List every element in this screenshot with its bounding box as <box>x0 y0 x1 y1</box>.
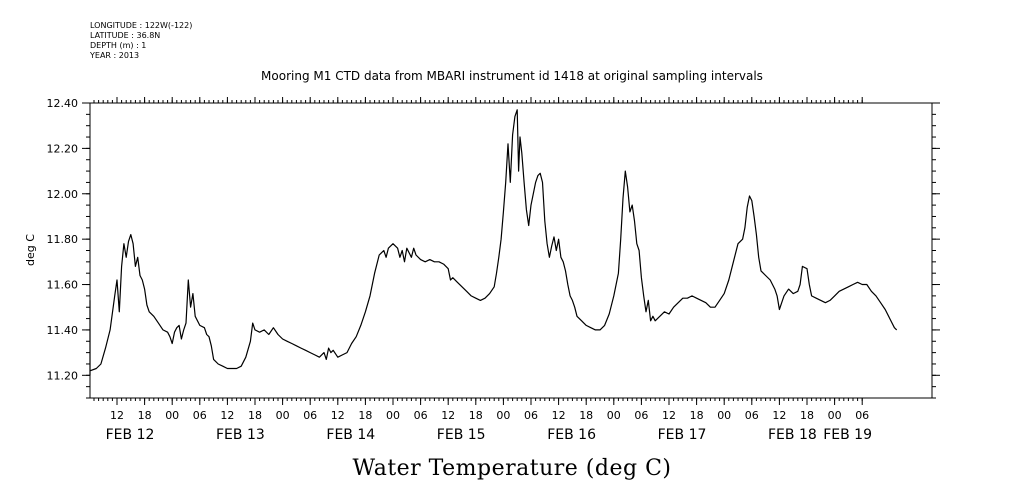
x-tick-label: 00 <box>386 409 400 422</box>
x-tick-label: 18 <box>579 409 593 422</box>
x-tick-label: 12 <box>110 409 124 422</box>
x-tick-label: 06 <box>745 409 759 422</box>
x-tick-label: 18 <box>690 409 704 422</box>
x-tick-label: 12 <box>552 409 566 422</box>
depth-label: DEPTH (m) : 1 <box>90 41 147 50</box>
y-axis-label: deg C <box>24 234 37 266</box>
y-tick-label: 12.00 <box>47 188 79 201</box>
y-tick-label: 11.20 <box>47 369 79 382</box>
x-tick-label: 18 <box>469 409 483 422</box>
x-date-label: FEB 13 <box>216 427 265 443</box>
x-date-label: FEB 12 <box>106 427 155 443</box>
plot-frame <box>89 102 933 399</box>
y-tick-label: 11.80 <box>47 233 79 246</box>
x-tick-label: 12 <box>441 409 455 422</box>
latitude-label: LATITUDE : 36.8N <box>90 31 161 40</box>
x-date-label: FEB 19 <box>823 427 872 443</box>
y-tick-label: 12.20 <box>47 142 79 155</box>
x-tick-label: 06 <box>303 409 317 422</box>
year-label: YEAR : 2013 <box>90 51 140 60</box>
x-date-label: FEB 16 <box>547 427 596 443</box>
temperature-series-line <box>89 109 898 376</box>
x-tick-label: 00 <box>276 409 290 422</box>
x-tick-label: 18 <box>248 409 262 422</box>
x-tick-label: 06 <box>524 409 538 422</box>
x-tick-label: 06 <box>193 409 207 422</box>
y-axis: 11.20 11.40 11.60 11.80 12.00 12.20 12.40 <box>47 97 940 399</box>
x-date-label: FEB 18 <box>768 427 817 443</box>
x-tick-label: 00 <box>496 409 510 422</box>
x-tick-label: 18 <box>800 409 814 422</box>
x-tick-label: 12 <box>331 409 345 422</box>
x-tick-label: 06 <box>414 409 428 422</box>
chart-title: Mooring M1 CTD data from MBARI instrumen… <box>261 69 763 83</box>
x-tick-label: 18 <box>138 409 152 422</box>
x-date-label: FEB 17 <box>658 427 707 443</box>
x-tick-label: 12 <box>772 409 786 422</box>
x-tick-label: 06 <box>634 409 648 422</box>
x-tick-label: 00 <box>717 409 731 422</box>
x-tick-label: 00 <box>828 409 842 422</box>
x-tick-label: 12 <box>220 409 234 422</box>
x-axis-label: Water Temperature (deg C) <box>353 456 672 481</box>
x-tick-label: 18 <box>358 409 372 422</box>
x-tick-label: 00 <box>607 409 621 422</box>
x-tick-label: 00 <box>165 409 179 422</box>
series-layer <box>89 109 898 376</box>
x-date-label: FEB 14 <box>326 427 375 443</box>
metadata-block: LONGITUDE : 122W(-122) LATITUDE : 36.8N … <box>90 21 192 61</box>
y-tick-label: 11.60 <box>47 279 79 292</box>
y-tick-label: 11.40 <box>47 324 79 337</box>
x-axis: 12 18 00 06 12 18 00 06 12 18 00 06 12 18 00 06 12 18 00 06… <box>93 97 872 443</box>
y-tick-label: 12.40 <box>47 97 79 110</box>
longitude-label: LONGITUDE : 122W(-122) <box>90 21 193 30</box>
x-tick-label: 06 <box>855 409 869 422</box>
x-date-label: FEB 15 <box>437 427 486 443</box>
x-tick-label: 12 <box>662 409 676 422</box>
